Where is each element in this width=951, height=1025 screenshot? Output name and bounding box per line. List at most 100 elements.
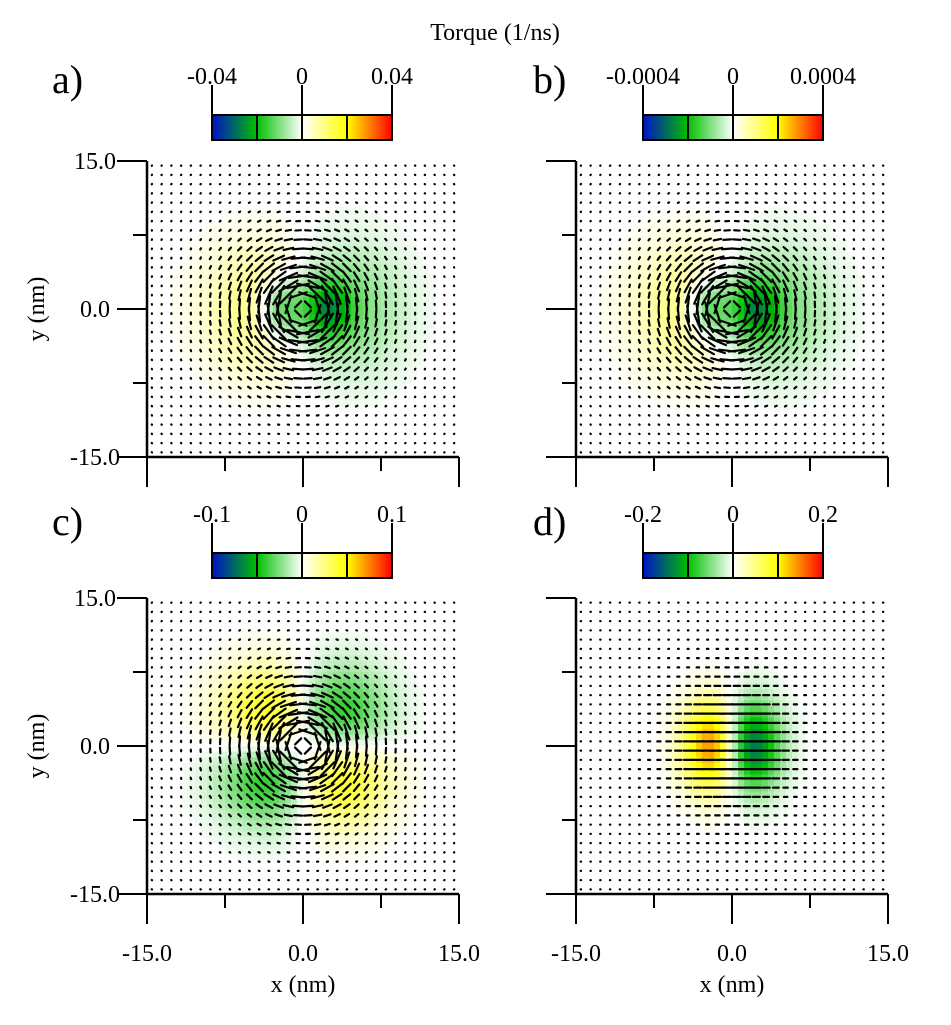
heatmap-cell: [339, 235, 346, 242]
vector-arrow: [278, 336, 299, 347]
vector-arrow: [724, 328, 749, 336]
heatmap-cell: [672, 360, 679, 367]
heatmap-cell: [399, 320, 406, 327]
vector-arrow: [364, 210, 369, 214]
heatmap-cell: [213, 348, 220, 356]
heatmap-cell: [708, 371, 715, 378]
vector-arrow: [394, 329, 398, 335]
heatmap-cell: [327, 400, 334, 407]
heatmap-cell: [351, 280, 358, 287]
heatmap-cell: [255, 252, 262, 259]
heatmap-cell: [798, 377, 805, 384]
vector-arrow: [707, 325, 728, 339]
heatmap-cell: [828, 303, 835, 310]
vector-arrow: [686, 304, 691, 323]
vector-arrow: [279, 263, 297, 271]
heatmap-cell: [213, 660, 220, 667]
heatmap-cell: [642, 286, 649, 293]
vector-arrow: [691, 262, 705, 273]
heatmap-cell: [381, 354, 388, 361]
heatmap-cell: [846, 326, 853, 333]
heatmap-cell: [684, 360, 691, 367]
heatmap-cell: [738, 360, 745, 367]
heatmap-cell: [201, 326, 208, 333]
heatmap-cell: [642, 348, 649, 356]
heatmap-cell: [219, 791, 226, 798]
vector-arrow: [722, 300, 732, 309]
heatmap-cell: [297, 274, 304, 282]
heatmap-cell: [618, 303, 625, 310]
heatmap-cell: [786, 240, 793, 247]
vector-arrow: [319, 324, 336, 341]
vector-arrow: [693, 366, 703, 373]
heatmap-cell: [363, 212, 370, 219]
heatmap-cell: [600, 303, 607, 310]
heatmap-cell: [684, 263, 691, 270]
vector-arrow: [313, 303, 322, 324]
heatmap-cell: [357, 360, 364, 367]
heatmap-cell: [816, 337, 823, 344]
vector-arrow: [695, 210, 700, 214]
heatmap-cell: [642, 343, 649, 350]
heatmap-cell: [321, 223, 328, 230]
heatmap-cell: [720, 269, 727, 276]
heatmap-cell: [231, 212, 238, 219]
heatmap-cell: [636, 314, 643, 321]
heatmap-cell: [654, 394, 661, 401]
heatmap-cell: [834, 331, 841, 339]
heatmap-cell: [333, 240, 340, 247]
vector-arrow: [684, 375, 692, 381]
heatmap-cell: [810, 394, 817, 401]
heatmap-cell: [678, 354, 685, 361]
vector-arrow: [266, 404, 271, 408]
vector-arrow: [628, 274, 632, 279]
heatmap-cell: [183, 320, 190, 327]
heatmap-cell: [387, 360, 394, 367]
heatmap-cell: [642, 240, 649, 247]
heatmap-cell: [393, 383, 400, 390]
heatmap-cell: [624, 303, 631, 310]
heatmap-cell: [357, 337, 364, 344]
vector-arrow: [255, 286, 263, 304]
heatmap-cell: [231, 672, 238, 679]
heatmap-cell: [708, 365, 715, 373]
vector-arrow: [647, 264, 652, 271]
heatmap-cell: [666, 252, 673, 259]
heatmap-cell: [636, 269, 643, 276]
heatmap-cell: [654, 229, 661, 236]
heatmap-cell: [219, 303, 226, 310]
heatmap-cell: [411, 240, 418, 247]
heatmap-cell: [285, 331, 292, 339]
heatmap-cell: [417, 269, 424, 276]
heatmap-cell: [624, 326, 631, 333]
heatmap-cell: [231, 683, 238, 690]
heatmap-cell: [213, 240, 220, 247]
vector-arrow: [685, 385, 691, 390]
heatmap-cell: [429, 280, 436, 287]
heatmap-cell: [237, 643, 244, 650]
heatmap-cell: [243, 854, 250, 861]
vector-arrow: [782, 356, 790, 364]
heatmap-cell: [195, 360, 202, 367]
vector-arrow: [237, 228, 242, 233]
heatmap-cell: [702, 252, 709, 259]
vector-arrow: [793, 376, 798, 381]
vector-arrow: [403, 339, 407, 344]
vector-arrow: [353, 356, 361, 364]
heatmap-cell: [642, 303, 649, 310]
vector-arrow: [374, 237, 379, 242]
vector-arrow: [227, 366, 233, 372]
heatmap-cell: [369, 320, 376, 327]
vector-arrow: [694, 385, 702, 390]
vector-arrow: [199, 376, 203, 380]
heatmap-cell: [810, 257, 817, 265]
vector-arrow: [674, 254, 682, 262]
heatmap-cell: [267, 240, 274, 247]
heatmap-cell: [243, 637, 250, 645]
heatmap-cell: [762, 371, 769, 378]
heatmap-cell: [708, 240, 715, 247]
vector-arrow: [363, 263, 370, 272]
heatmap-cell: [636, 360, 643, 367]
heatmap-cell: [327, 229, 334, 236]
heatmap-cell: [618, 257, 625, 265]
